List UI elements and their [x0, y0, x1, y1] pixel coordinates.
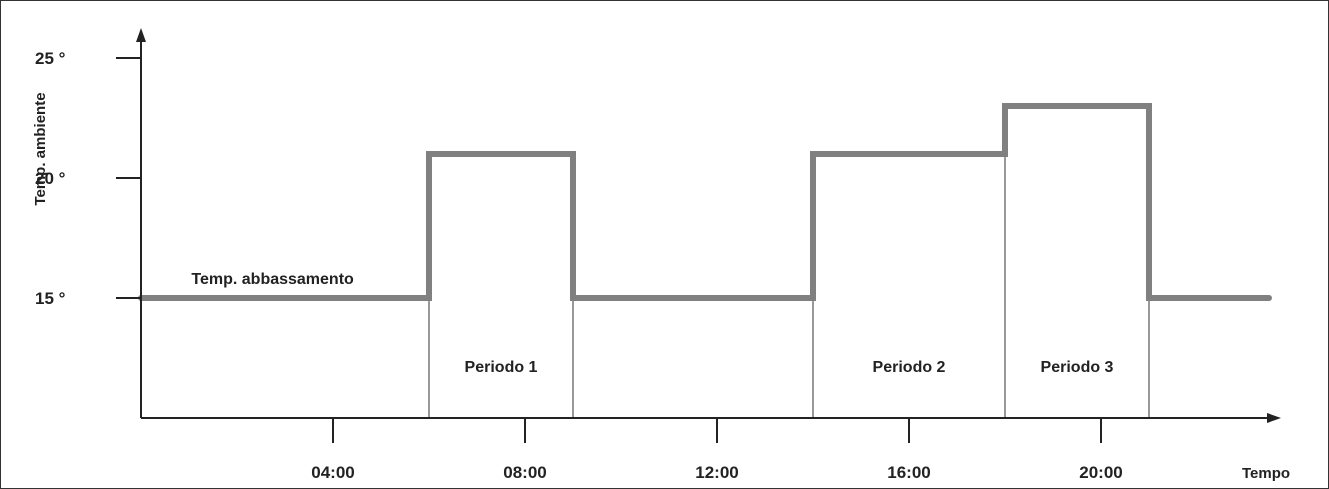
annotation-label: Temp. abbassamento [191, 271, 354, 288]
temperature-step-line [138, 103, 1272, 301]
y-axis-title: Temp. ambiente [32, 92, 49, 205]
y-axis-arrow [136, 28, 146, 42]
y-tick-label: 15 ° [35, 289, 66, 308]
annotation-label: Periodo 3 [1041, 359, 1114, 376]
annotation-label: Periodo 2 [873, 359, 946, 376]
y-tick-label: 25 ° [35, 49, 66, 68]
x-tick-label: 16:00 [887, 463, 930, 482]
x-tick-label: 20:00 [1079, 463, 1122, 482]
y-tick-label: 20 ° [35, 169, 66, 188]
x-axis-arrow [1267, 413, 1281, 423]
x-tick-label: 04:00 [311, 463, 354, 482]
annotation-label: Periodo 1 [465, 359, 538, 376]
x-tick-label: 08:00 [503, 463, 546, 482]
x-axis-title: Tempo [1242, 465, 1290, 482]
x-tick-label: 12:00 [695, 463, 738, 482]
